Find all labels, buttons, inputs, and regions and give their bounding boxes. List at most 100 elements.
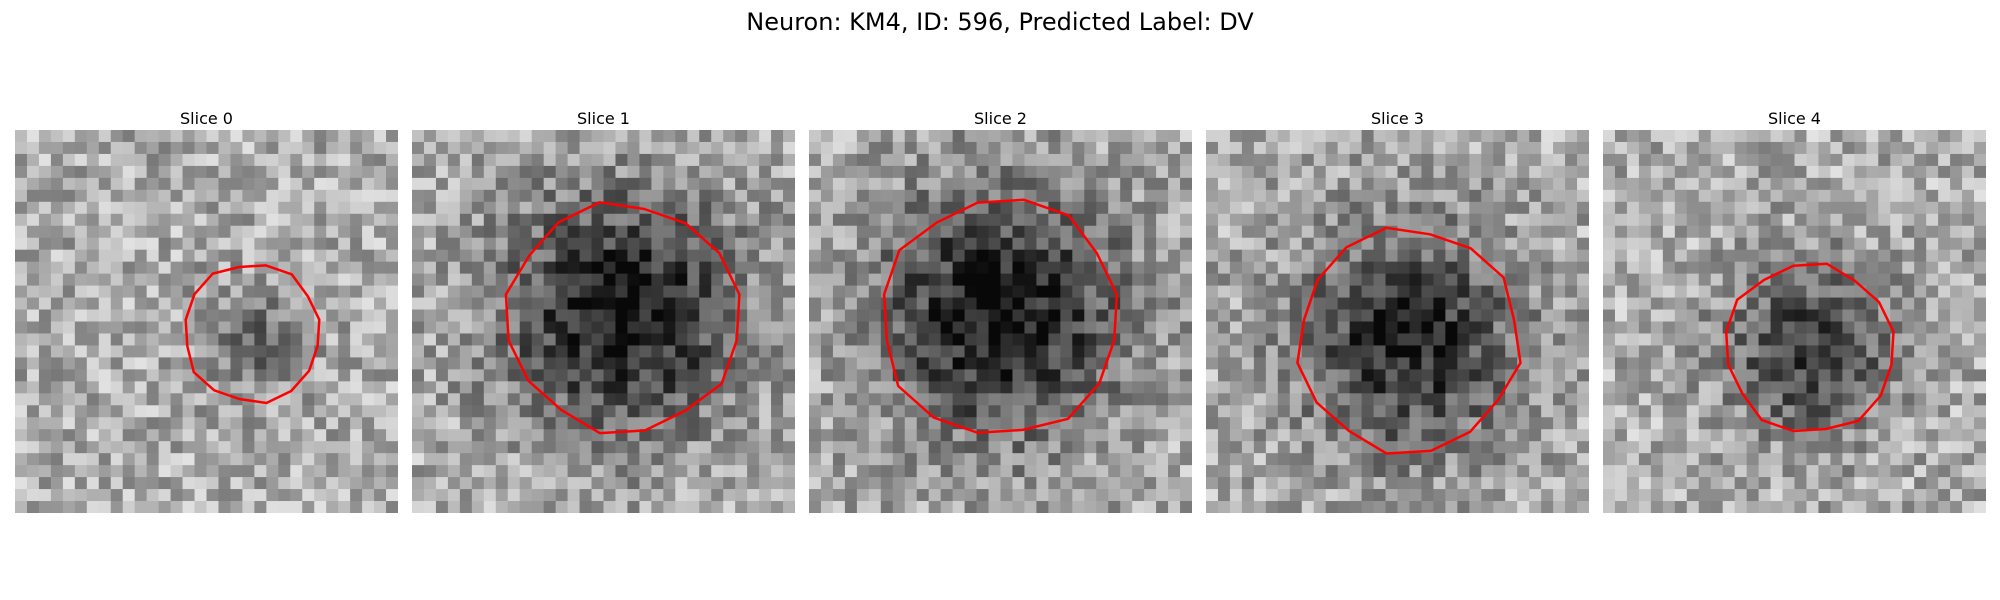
pixel: [1445, 130, 1458, 143]
pixel: [1842, 345, 1855, 358]
pixel: [1830, 166, 1843, 179]
pixel: [1290, 214, 1303, 227]
pixel: [532, 465, 545, 478]
pixel: [941, 381, 954, 394]
pixel: [1001, 345, 1014, 358]
pixel: [195, 441, 208, 454]
pixel: [759, 369, 772, 382]
pixel: [869, 333, 882, 346]
pixel: [1433, 381, 1446, 394]
pixel: [39, 298, 52, 311]
pixel: [1771, 238, 1784, 251]
pixel: [1180, 369, 1192, 382]
pixel: [1830, 405, 1843, 418]
pixel: [711, 142, 724, 155]
pixel: [1218, 142, 1231, 155]
pixel: [1362, 154, 1375, 167]
pixel: [580, 477, 593, 490]
pixel: [1663, 417, 1676, 430]
pixel: [496, 202, 509, 215]
pixel: [1266, 465, 1279, 478]
pixel: [1242, 417, 1255, 430]
pixel: [1627, 262, 1640, 275]
pixel: [99, 357, 112, 370]
pixel: [242, 274, 255, 287]
pixel: [845, 369, 858, 382]
pixel: [326, 178, 339, 191]
pixel: [338, 489, 351, 502]
pixel: [159, 322, 172, 335]
pixel: [1469, 345, 1482, 358]
pixel: [374, 417, 387, 430]
pixel: [448, 393, 461, 406]
pixel: [1386, 130, 1399, 143]
pixel: [1627, 333, 1640, 346]
pixel: [1878, 214, 1891, 227]
pixel: [1072, 501, 1085, 513]
pixel: [1902, 142, 1915, 155]
pixel: [195, 417, 208, 430]
pixel: [159, 190, 172, 203]
pixel: [1639, 405, 1652, 418]
pixel: [350, 429, 363, 442]
pixel: [1409, 405, 1422, 418]
pixel: [809, 477, 822, 490]
pixel: [242, 322, 255, 335]
pixel: [1747, 310, 1760, 323]
pixel: [254, 298, 267, 311]
pixel: [386, 130, 398, 143]
pixel: [51, 465, 64, 478]
pixel: [759, 226, 772, 239]
pixel: [809, 345, 822, 358]
pixel: [651, 154, 664, 167]
pixel: [556, 166, 569, 179]
pixel: [604, 441, 617, 454]
pixel: [989, 381, 1002, 394]
pixel: [1565, 345, 1578, 358]
pixel: [254, 178, 267, 191]
pixel: [508, 322, 521, 335]
pixel: [604, 369, 617, 382]
pixel: [254, 202, 267, 215]
pixel: [338, 477, 351, 490]
pixel: [1132, 429, 1145, 442]
pixel: [759, 477, 772, 490]
pixel: [1783, 250, 1796, 263]
pixel: [592, 453, 605, 466]
pixel: [1096, 190, 1109, 203]
pixel: [1687, 322, 1700, 335]
pixel: [1603, 274, 1616, 287]
pixel: [627, 381, 640, 394]
pixel: [1842, 178, 1855, 191]
pixel: [869, 393, 882, 406]
pixel: [27, 441, 40, 454]
pixel: [783, 214, 795, 227]
pixel: [1553, 154, 1566, 167]
pixel: [448, 130, 461, 143]
pixel: [1914, 369, 1927, 382]
pixel: [821, 202, 834, 215]
pixel: [1902, 298, 1915, 311]
pixel: [1541, 286, 1554, 299]
pixel: [111, 453, 124, 466]
pixel: [845, 417, 858, 430]
pixel: [1842, 310, 1855, 323]
pixel: [759, 501, 772, 513]
pixel: [1278, 202, 1291, 215]
pixel: [1024, 333, 1037, 346]
pixel: [135, 154, 148, 167]
pixel: [783, 238, 795, 251]
pixel: [135, 202, 148, 215]
pixel: [1314, 489, 1327, 502]
pixel: [508, 130, 521, 143]
pixel: [1675, 226, 1688, 239]
pixel: [747, 130, 760, 143]
pixel: [1254, 262, 1267, 275]
pixel: [1374, 238, 1387, 251]
pixel: [1409, 274, 1422, 287]
pixel: [1374, 381, 1387, 394]
pixel: [1180, 453, 1192, 466]
pixel: [1541, 190, 1554, 203]
pixel: [27, 310, 40, 323]
pixel: [711, 298, 724, 311]
